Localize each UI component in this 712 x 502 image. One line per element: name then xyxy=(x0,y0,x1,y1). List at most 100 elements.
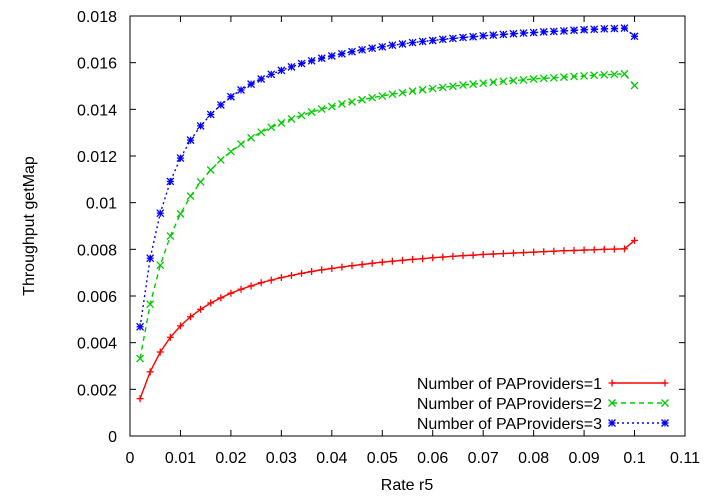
data-point xyxy=(338,263,346,271)
data-point xyxy=(176,154,185,163)
data-point xyxy=(287,271,295,279)
data-point xyxy=(307,56,316,65)
data-point xyxy=(519,29,528,37)
series-line xyxy=(139,27,635,327)
data-point xyxy=(600,245,608,253)
data-point xyxy=(550,247,558,255)
data-point xyxy=(608,399,616,407)
data-point xyxy=(378,92,387,100)
data-point xyxy=(398,40,407,48)
x-tick-label: 0.09 xyxy=(569,450,600,467)
data-point xyxy=(570,72,578,81)
x-tick-label: 0.11 xyxy=(670,450,700,467)
data-point xyxy=(459,81,467,90)
legend-label: Number of PAProviders=3 xyxy=(417,416,602,433)
data-point xyxy=(408,38,417,47)
data-point xyxy=(216,156,225,164)
data-point xyxy=(267,70,276,79)
data-point xyxy=(489,250,497,258)
data-point xyxy=(297,59,306,68)
series-layer xyxy=(136,24,639,403)
data-point xyxy=(620,24,629,33)
x-axis-label: Rate r5 xyxy=(381,477,434,494)
plot-frame xyxy=(129,15,686,437)
data-point xyxy=(418,85,427,94)
data-point xyxy=(620,69,629,78)
legend-label: Number of PAProviders=2 xyxy=(417,396,602,413)
data-point xyxy=(429,254,437,262)
data-point xyxy=(216,100,225,109)
data-point xyxy=(358,95,367,104)
data-point xyxy=(146,300,155,309)
data-point xyxy=(317,105,326,114)
data-point xyxy=(459,33,467,42)
data-point xyxy=(388,90,397,99)
data-point xyxy=(166,333,174,341)
data-point xyxy=(428,84,437,93)
data-point xyxy=(237,140,245,149)
data-point xyxy=(530,248,538,256)
data-point xyxy=(327,51,336,60)
data-point xyxy=(469,80,478,89)
data-point xyxy=(337,49,346,58)
data-point xyxy=(608,419,616,427)
data-point xyxy=(378,42,387,51)
data-point xyxy=(549,73,558,82)
y-tick-label: 0.014 xyxy=(77,102,117,119)
data-point xyxy=(187,313,195,321)
data-point xyxy=(136,395,144,403)
data-point xyxy=(489,78,498,87)
y-tick-label: 0.01 xyxy=(86,196,117,213)
x-tick-label: 0 xyxy=(126,450,135,467)
legend: Number of PAProviders=1 Number of PAProvi… xyxy=(417,376,669,433)
y-axis: 0 0.002 0.004 0.006 0.008 0.01 0.012 0.014 0.016… xyxy=(77,9,685,446)
data-point xyxy=(661,419,669,427)
data-point xyxy=(469,32,478,41)
data-point xyxy=(277,66,286,75)
data-point xyxy=(600,24,609,33)
x-axis: 0 0.01 0.02 0.03 0.04 0.05 0.06 0.07 0.08 0.09 0.1… xyxy=(126,16,700,467)
data-point xyxy=(136,322,145,331)
data-point xyxy=(277,118,286,127)
data-point xyxy=(499,250,507,258)
data-point xyxy=(358,45,367,54)
data-point xyxy=(610,24,619,33)
data-point xyxy=(136,354,145,363)
data-point xyxy=(348,97,356,106)
data-point xyxy=(337,100,346,108)
data-point xyxy=(307,108,316,117)
data-point xyxy=(539,27,548,36)
data-point xyxy=(398,256,406,264)
legend-item: Number of PAProviders=3 xyxy=(417,416,669,433)
data-point xyxy=(267,123,276,132)
data-point xyxy=(227,289,235,297)
data-point xyxy=(287,114,296,123)
data-point xyxy=(166,177,175,186)
data-point xyxy=(580,246,588,254)
data-point xyxy=(207,299,215,307)
data-point xyxy=(499,30,508,39)
data-point xyxy=(297,111,306,120)
data-point xyxy=(509,76,518,85)
data-point xyxy=(479,250,487,258)
data-point xyxy=(489,31,498,40)
data-point xyxy=(590,25,599,34)
data-point xyxy=(257,279,265,287)
y-tick-label: 0.018 xyxy=(77,9,117,26)
data-point xyxy=(226,147,235,156)
y-axis-label: Throughput getMap xyxy=(21,156,38,296)
data-point xyxy=(267,276,275,284)
data-point xyxy=(197,305,205,313)
data-point xyxy=(378,258,386,266)
data-point xyxy=(630,32,639,41)
x-tick-label: 0.04 xyxy=(316,450,347,467)
data-point xyxy=(348,262,356,270)
legend-label: Number of PAProviders=1 xyxy=(417,376,602,393)
data-point xyxy=(539,74,548,83)
series-2 xyxy=(136,69,639,363)
data-point xyxy=(348,47,356,56)
data-point xyxy=(580,72,589,80)
data-point xyxy=(237,86,245,94)
y-tick-label: 0.016 xyxy=(77,56,117,73)
